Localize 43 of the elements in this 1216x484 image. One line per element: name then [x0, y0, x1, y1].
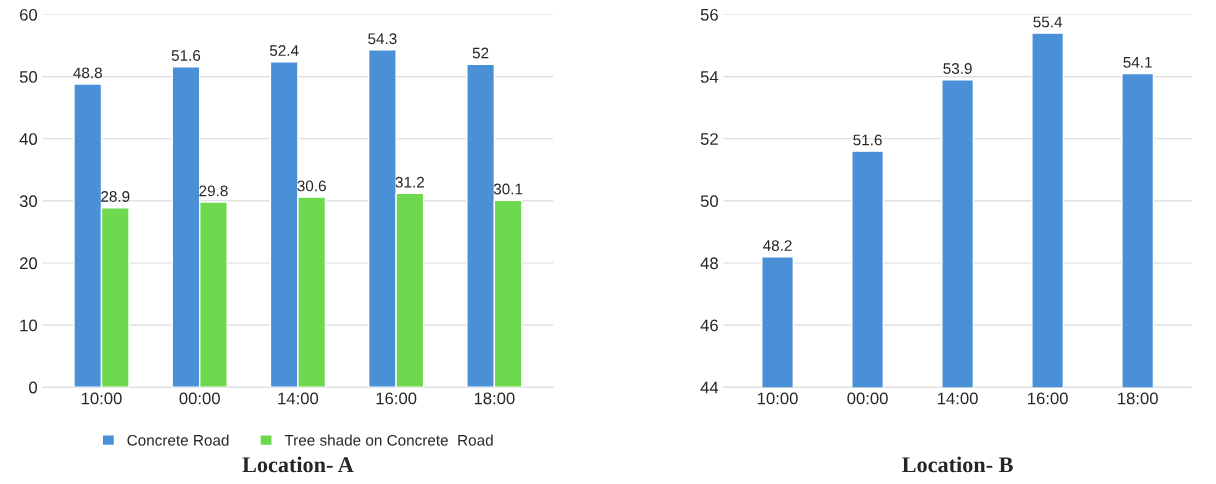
x-tick-label: 18:00 [474, 392, 515, 405]
y-tick-label: 0 [29, 381, 38, 394]
text: Location- A [242, 456, 354, 473]
x-tick-label: 00:00 [179, 392, 220, 405]
data-label: 29.8 [199, 185, 228, 197]
data-label: 31.2 [395, 176, 424, 188]
x-tick-label: 18:00 [1118, 392, 1158, 405]
y-tick-label: 40 [19, 133, 38, 145]
y-tick-label: 50 [700, 195, 719, 208]
data-label: 48.2 [763, 240, 792, 251]
y-tick-label: 50 [19, 71, 38, 83]
data-label: 54.3 [368, 33, 397, 45]
y-tick-label: 56 [700, 8, 718, 21]
y-tick-label: 30 [19, 195, 38, 208]
x-tick-label: 16:00 [376, 392, 417, 405]
data-label: 30.1 [493, 183, 523, 195]
y-tick-label: 60 [20, 8, 38, 21]
legend-label: Tree shade on Concrete Road [284, 434, 493, 446]
y-tick-label: 44 [700, 381, 719, 394]
data-label: 52 [472, 47, 489, 59]
data-label: 48.8 [73, 67, 102, 79]
y-tick-label: 10 [20, 319, 38, 332]
x-tick-label: 10:00 [757, 392, 798, 405]
data-label: 30.6 [297, 180, 326, 192]
data-label: 53.9 [943, 63, 972, 74]
x-tick-label: 14:00 [278, 392, 319, 405]
y-tick-label: 20 [20, 257, 38, 270]
data-label: 54.1 [1123, 57, 1152, 68]
x-tick-label: 14:00 [938, 392, 978, 405]
text: Location- B [902, 456, 1013, 473]
y-tick-label: 48 [700, 257, 718, 270]
x-tick-label: 10:00 [81, 392, 122, 405]
y-tick-label: 46 [700, 319, 718, 332]
data-label: 52.4 [269, 45, 299, 56]
legend-label: Concrete Road [127, 434, 229, 446]
data-label: 51.6 [171, 50, 201, 61]
y-tick-label: 52 [700, 133, 718, 145]
x-tick-label: 16:00 [1028, 392, 1068, 405]
data-label: 55.4 [1033, 16, 1063, 28]
x-tick-label: 00:00 [847, 392, 888, 405]
y-tick-label: 54 [700, 71, 719, 83]
data-label: 51.6 [853, 134, 882, 146]
data-label: 28.9 [101, 191, 130, 202]
